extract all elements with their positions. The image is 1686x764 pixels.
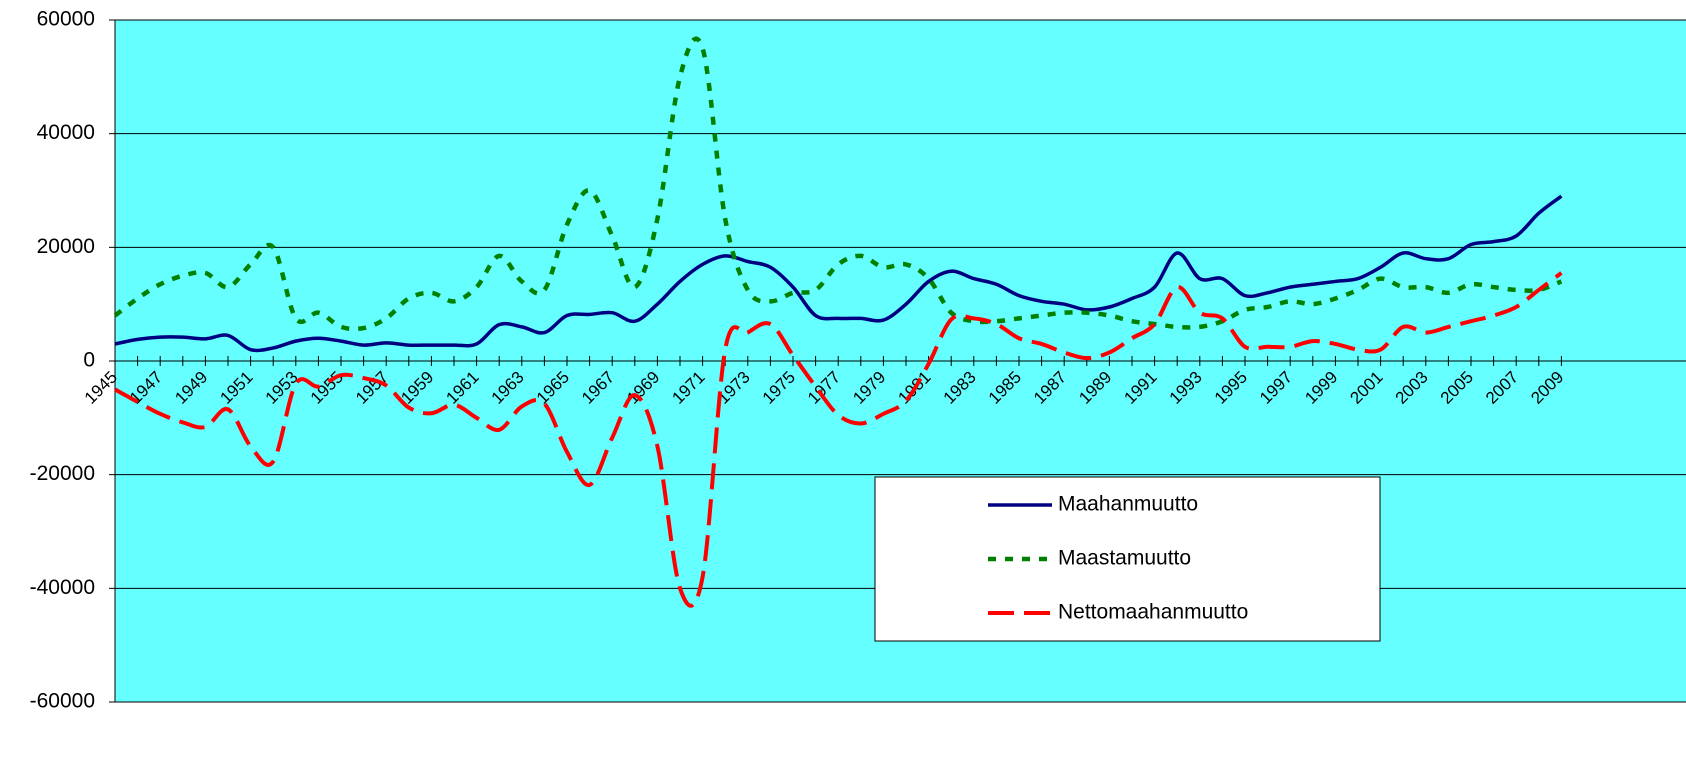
legend-box xyxy=(874,476,1381,642)
series-line xyxy=(113,36,1563,332)
y-tick-label: 0 xyxy=(83,349,95,372)
y-tick-label: 60000 xyxy=(37,8,95,31)
series-line xyxy=(114,271,1563,608)
y-tick-label: 20000 xyxy=(37,235,95,258)
legend-label: Nettomaahanmuutto xyxy=(1058,601,1248,624)
legend-label: Maastamuutto xyxy=(1058,547,1191,570)
y-tick-label: -20000 xyxy=(30,462,95,485)
y-tick-label: -40000 xyxy=(30,576,95,599)
legend-label: Maahanmuutto xyxy=(1058,493,1198,516)
y-tick-label: 40000 xyxy=(37,121,95,144)
y-tick-label: -60000 xyxy=(30,690,95,713)
series-line xyxy=(114,194,1563,353)
legend: Maahanmuutto Maastamuutto Nettomaahanmuutt… xyxy=(874,476,1381,642)
